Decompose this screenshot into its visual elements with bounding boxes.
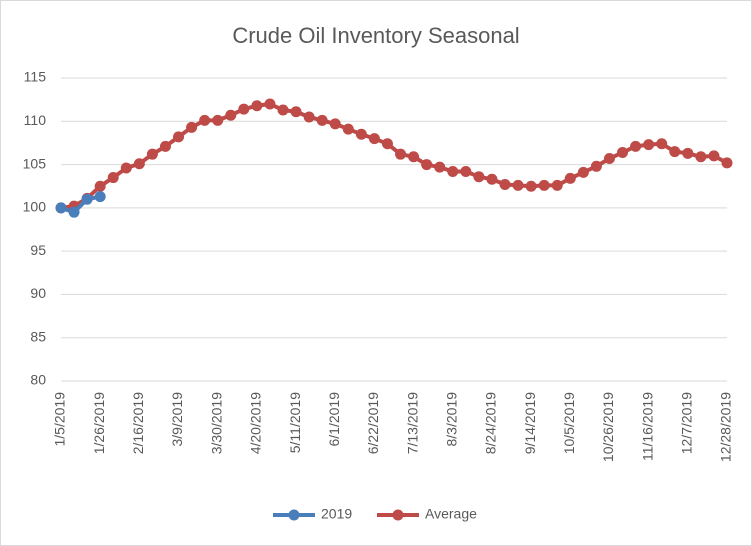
marker xyxy=(159,140,171,152)
marker xyxy=(94,180,106,192)
marker xyxy=(512,179,524,191)
marker xyxy=(381,138,393,150)
y-tick-label: 115 xyxy=(24,69,47,85)
marker xyxy=(434,161,446,173)
y-tick-label: 100 xyxy=(23,199,47,215)
y-tick-label: 90 xyxy=(30,285,46,301)
marker xyxy=(551,179,563,191)
marker xyxy=(173,131,185,143)
x-tick-label: 10/26/2019 xyxy=(600,392,616,462)
marker xyxy=(368,133,380,145)
marker xyxy=(617,146,629,158)
series-line xyxy=(60,194,101,215)
marker xyxy=(225,109,237,121)
marker xyxy=(486,173,498,185)
marker xyxy=(695,151,707,163)
legend-marker xyxy=(288,509,300,521)
x-tick-label: 12/28/2019 xyxy=(718,392,734,462)
x-tick-label: 3/9/2019 xyxy=(169,392,185,447)
marker xyxy=(146,148,158,160)
x-tick-label: 6/1/2019 xyxy=(326,392,342,447)
x-tick-label: 1/5/2019 xyxy=(52,392,68,447)
x-tick-label: 5/11/2019 xyxy=(287,392,303,453)
marker xyxy=(81,193,93,205)
marker xyxy=(342,123,354,135)
x-tick-label: 10/5/2019 xyxy=(561,392,577,454)
marker xyxy=(133,158,145,170)
marker xyxy=(186,121,198,133)
y-tick-label: 110 xyxy=(24,112,47,128)
y-tick-label: 85 xyxy=(30,328,46,344)
marker xyxy=(421,159,433,171)
legend-marker xyxy=(392,509,404,521)
marker xyxy=(329,118,341,130)
marker xyxy=(408,151,420,163)
marker xyxy=(316,114,328,126)
marker xyxy=(499,178,511,190)
marker xyxy=(630,140,642,152)
marker xyxy=(590,160,602,172)
marker xyxy=(94,191,106,203)
x-tick-label: 1/26/2019 xyxy=(91,392,107,454)
legend-label: 2019 xyxy=(321,506,352,522)
marker xyxy=(120,162,132,174)
marker xyxy=(643,139,655,151)
marker xyxy=(107,172,119,184)
marker xyxy=(290,106,302,118)
marker xyxy=(303,111,315,123)
x-tick-label: 11/16/2019 xyxy=(639,392,655,461)
marker xyxy=(538,179,550,191)
marker xyxy=(212,114,224,126)
marker xyxy=(238,103,250,115)
marker xyxy=(473,171,485,183)
x-tick-label: 12/7/2019 xyxy=(679,392,695,454)
marker xyxy=(264,98,276,110)
marker xyxy=(199,114,211,126)
marker xyxy=(656,138,668,150)
x-tick-label: 3/30/2019 xyxy=(208,392,224,454)
marker xyxy=(603,153,615,165)
marker xyxy=(68,206,80,218)
x-tick-label: 7/13/2019 xyxy=(404,392,420,454)
marker xyxy=(277,104,289,116)
marker xyxy=(355,128,367,140)
marker xyxy=(577,166,589,178)
x-tick-label: 4/20/2019 xyxy=(248,392,264,454)
chart-title: Crude Oil Inventory Seasonal xyxy=(232,23,519,48)
marker xyxy=(525,180,537,192)
marker xyxy=(447,165,459,177)
legend-label: Average xyxy=(425,506,477,522)
marker xyxy=(564,172,576,184)
marker xyxy=(669,146,681,158)
series-line xyxy=(60,101,728,210)
marker xyxy=(460,165,472,177)
x-tick-label: 6/22/2019 xyxy=(365,392,381,454)
marker xyxy=(55,202,67,214)
marker xyxy=(682,147,694,159)
marker xyxy=(251,100,263,112)
marker xyxy=(721,157,733,169)
y-tick-label: 95 xyxy=(30,242,46,258)
x-tick-label: 2/16/2019 xyxy=(130,392,146,454)
y-tick-label: 80 xyxy=(30,372,46,388)
x-tick-label: 8/24/2019 xyxy=(483,392,499,454)
x-tick-label: 9/14/2019 xyxy=(522,392,538,454)
y-tick-label: 105 xyxy=(23,155,47,171)
marker xyxy=(395,148,407,160)
x-tick-label: 8/3/2019 xyxy=(443,392,459,447)
marker xyxy=(708,150,720,162)
